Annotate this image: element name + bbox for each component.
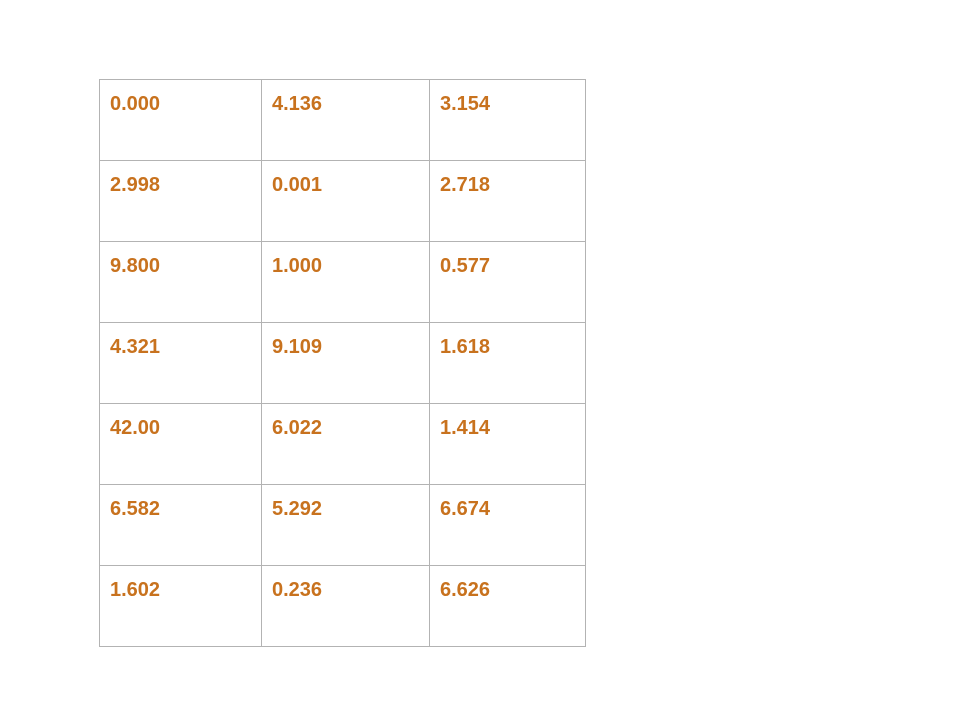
cell-value: 2.998 — [110, 174, 161, 196]
table-cell: 6.626 — [429, 565, 586, 647]
table-cell: 1.414 — [429, 403, 586, 485]
cell-value: 0.000 — [110, 93, 161, 115]
table-cell: 2.718 — [429, 160, 586, 242]
cell-value: 5.292 — [272, 498, 323, 520]
cell-value: 6.674 — [440, 498, 491, 520]
table-cell: 0.236 — [261, 565, 430, 647]
cell-value: 6.022 — [272, 417, 323, 439]
table-row: 0.000 4.136 3.154 — [99, 79, 586, 161]
table-cell: 0.001 — [261, 160, 430, 242]
cell-value: 0.577 — [440, 255, 491, 277]
table-row: 6.582 5.292 6.674 — [99, 484, 586, 566]
cell-value: 6.582 — [110, 498, 161, 520]
table-cell: 2.998 — [99, 160, 262, 242]
table-row: 2.998 0.001 2.718 — [99, 160, 586, 242]
cell-value: 42.00 — [110, 417, 161, 439]
table-cell: 9.109 — [261, 322, 430, 404]
table-cell: 5.292 — [261, 484, 430, 566]
table-cell: 3.154 — [429, 79, 586, 161]
table-cell: 6.674 — [429, 484, 586, 566]
cell-value: 1.414 — [440, 417, 491, 439]
table-row: 1.602 0.236 6.626 — [99, 565, 586, 647]
table-cell: 1.618 — [429, 322, 586, 404]
cell-value: 3.154 — [440, 93, 491, 115]
cell-value: 1.602 — [110, 579, 161, 601]
table-cell: 1.000 — [261, 241, 430, 323]
table-cell: 4.136 — [261, 79, 430, 161]
table-cell: 4.321 — [99, 322, 262, 404]
cell-value: 6.626 — [440, 579, 491, 601]
value-table: 0.000 4.136 3.154 2.998 0.001 2.718 9.80… — [99, 79, 586, 647]
cell-value: 4.136 — [272, 93, 323, 115]
table-cell: 6.022 — [261, 403, 430, 485]
cell-value: 1.000 — [272, 255, 323, 277]
cell-value: 1.618 — [440, 336, 491, 358]
table-row: 42.00 6.022 1.414 — [99, 403, 586, 485]
table-cell: 6.582 — [99, 484, 262, 566]
cell-value: 0.236 — [272, 579, 323, 601]
cell-value: 0.001 — [272, 174, 323, 196]
table-cell: 0.000 — [99, 79, 262, 161]
table-row: 9.800 1.000 0.577 — [99, 241, 586, 323]
table-cell: 9.800 — [99, 241, 262, 323]
table-cell: 1.602 — [99, 565, 262, 647]
cell-value: 2.718 — [440, 174, 491, 196]
cell-value: 9.109 — [272, 336, 323, 358]
cell-value: 4.321 — [110, 336, 161, 358]
table-cell: 0.577 — [429, 241, 586, 323]
cell-value: 9.800 — [110, 255, 161, 277]
table-row: 4.321 9.109 1.618 — [99, 322, 586, 404]
table-cell: 42.00 — [99, 403, 262, 485]
